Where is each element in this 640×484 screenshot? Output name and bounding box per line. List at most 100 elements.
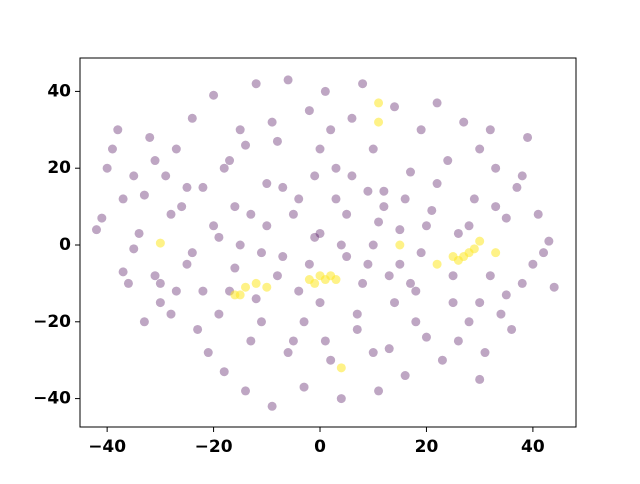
point bbox=[129, 171, 139, 181]
point bbox=[469, 194, 479, 204]
point bbox=[443, 156, 453, 166]
point bbox=[517, 278, 527, 288]
point bbox=[475, 298, 485, 308]
point bbox=[145, 132, 155, 142]
x-tick-label: 20 bbox=[415, 437, 439, 457]
point bbox=[246, 209, 256, 219]
point bbox=[437, 355, 447, 365]
point bbox=[326, 355, 336, 365]
y-tick-label: −20 bbox=[33, 312, 71, 332]
point bbox=[464, 317, 474, 327]
point bbox=[304, 259, 314, 269]
point bbox=[262, 179, 272, 189]
point bbox=[278, 182, 288, 192]
point bbox=[235, 125, 245, 135]
point bbox=[241, 282, 251, 292]
point bbox=[310, 232, 320, 242]
point bbox=[198, 286, 208, 296]
point bbox=[256, 317, 266, 327]
point bbox=[123, 278, 133, 288]
point bbox=[171, 286, 181, 296]
point bbox=[262, 282, 272, 292]
point bbox=[539, 248, 549, 258]
point bbox=[421, 332, 431, 342]
point bbox=[400, 194, 410, 204]
point bbox=[475, 144, 485, 154]
point bbox=[485, 271, 495, 281]
point bbox=[368, 348, 378, 358]
point bbox=[150, 271, 160, 281]
point bbox=[432, 98, 442, 108]
point bbox=[549, 282, 559, 292]
point bbox=[374, 98, 384, 108]
point bbox=[283, 75, 293, 85]
point bbox=[342, 209, 352, 219]
point bbox=[358, 278, 368, 288]
point bbox=[198, 182, 208, 192]
point bbox=[485, 125, 495, 135]
point bbox=[480, 348, 490, 358]
point bbox=[390, 298, 400, 308]
point bbox=[118, 267, 128, 277]
point bbox=[491, 163, 501, 173]
point bbox=[416, 125, 426, 135]
point bbox=[491, 202, 501, 212]
point bbox=[320, 336, 330, 346]
point bbox=[230, 263, 240, 273]
point bbox=[507, 324, 517, 334]
point bbox=[187, 248, 197, 258]
point bbox=[155, 298, 165, 308]
point bbox=[315, 144, 325, 154]
point bbox=[501, 290, 511, 300]
point bbox=[464, 248, 474, 258]
point bbox=[209, 221, 219, 231]
point bbox=[241, 386, 251, 396]
point bbox=[299, 382, 309, 392]
point bbox=[517, 171, 527, 181]
point bbox=[528, 259, 538, 269]
point bbox=[368, 240, 378, 250]
point bbox=[139, 317, 149, 327]
point bbox=[310, 278, 320, 288]
point bbox=[214, 309, 224, 319]
point bbox=[405, 278, 415, 288]
point bbox=[230, 290, 240, 300]
point bbox=[214, 232, 224, 242]
point bbox=[166, 209, 176, 219]
point bbox=[342, 252, 352, 262]
point bbox=[331, 163, 341, 173]
point bbox=[395, 225, 405, 235]
point bbox=[283, 348, 293, 358]
point bbox=[251, 294, 261, 304]
point bbox=[336, 240, 346, 250]
point bbox=[166, 309, 176, 319]
point bbox=[384, 271, 394, 281]
point bbox=[326, 125, 336, 135]
point bbox=[390, 102, 400, 112]
point bbox=[225, 156, 235, 166]
point bbox=[363, 259, 373, 269]
point bbox=[544, 236, 554, 246]
point bbox=[448, 271, 458, 281]
point bbox=[496, 309, 506, 319]
point bbox=[374, 217, 384, 227]
point bbox=[400, 371, 410, 381]
y-tick-label: −40 bbox=[33, 389, 71, 409]
point bbox=[379, 186, 389, 196]
point bbox=[267, 117, 277, 127]
point bbox=[113, 125, 123, 135]
point bbox=[262, 221, 272, 231]
point bbox=[453, 228, 463, 238]
point bbox=[177, 202, 187, 212]
point bbox=[358, 79, 368, 89]
point bbox=[193, 324, 203, 334]
point bbox=[432, 179, 442, 189]
point bbox=[453, 336, 463, 346]
point bbox=[347, 113, 357, 123]
point bbox=[421, 221, 431, 231]
point bbox=[523, 132, 533, 142]
point bbox=[416, 248, 426, 258]
point bbox=[134, 228, 144, 238]
point bbox=[256, 248, 266, 258]
